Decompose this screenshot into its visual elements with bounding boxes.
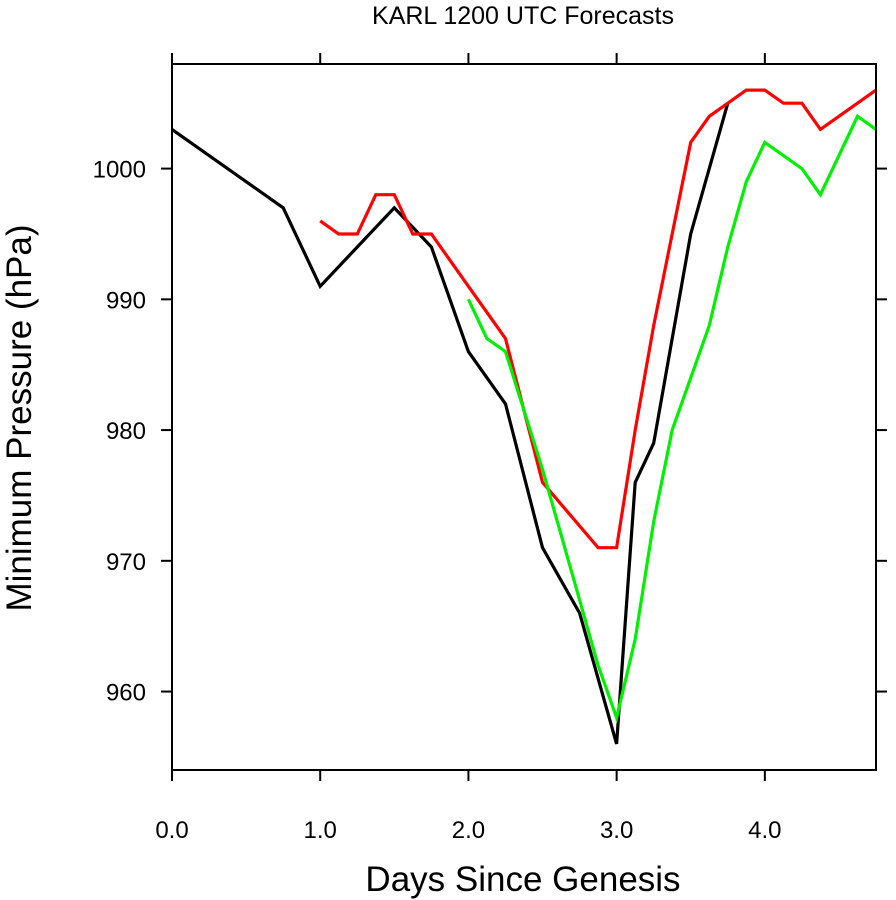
x-axis-label: Days Since Genesis [365, 860, 680, 899]
y-tick-label: 970 [106, 549, 146, 576]
chart-title: KARL 1200 UTC Forecasts [372, 2, 674, 30]
series-line-3 [466, 113, 877, 724]
series-line-2 [319, 88, 877, 550]
x-tick-label: 1.0 [304, 817, 337, 844]
series-layer [171, 88, 877, 745]
y-tick-label: 980 [106, 418, 146, 445]
x-tick-label: 2.0 [452, 817, 485, 844]
y-tick-label: 960 [106, 680, 146, 707]
series-line-1 [171, 102, 730, 745]
x-tick-label: 4.0 [748, 817, 781, 844]
x-tick-label: 0.0 [155, 817, 188, 844]
y-axis-label: Minimum Pressure (hPa) [0, 224, 39, 611]
plot-frame [171, 63, 877, 771]
x-tick-label: 3.0 [600, 817, 633, 844]
y-tick-label: 990 [106, 287, 146, 314]
tick-layer: 0.0 1.0 2.0 3.0 4.0 960 970 980 990 1000 [93, 53, 887, 844]
y-tick-label: 1000 [93, 157, 146, 184]
